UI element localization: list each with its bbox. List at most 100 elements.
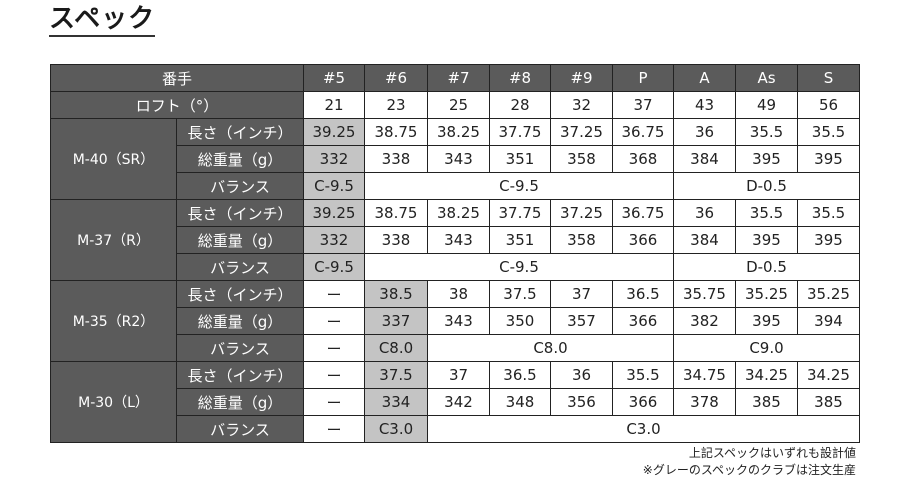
spec-cell: 38.25	[427, 118, 490, 146]
loft-cell: 21	[303, 91, 365, 119]
row-label: バランス	[176, 334, 304, 362]
club-header: #7	[427, 64, 490, 92]
spec-cell: 337	[364, 307, 428, 335]
spec-cell: ー	[303, 334, 365, 362]
spec-cell: 37.5	[489, 280, 551, 308]
spec-cell: 37.25	[550, 118, 613, 146]
row-label: バランス	[176, 253, 304, 281]
spec-cell: 38.75	[364, 199, 428, 227]
spec-cell: ー	[303, 415, 365, 443]
row-label: 総重量（g）	[176, 145, 304, 173]
loft-cell: 23	[364, 91, 428, 119]
spec-cell: 35.5	[797, 118, 860, 146]
spec-cell: 348	[489, 388, 551, 416]
spec-cell: 38.5	[364, 280, 428, 308]
spec-cell: 39.25	[303, 118, 365, 146]
spec-cell: 37	[427, 361, 490, 389]
spec-cell: C3.0	[364, 415, 428, 443]
spec-cell: 366	[612, 307, 674, 335]
spec-cell: 350	[489, 307, 551, 335]
spec-cell: 395	[735, 145, 798, 173]
loft-cell: 32	[550, 91, 613, 119]
spec-cell: 385	[735, 388, 798, 416]
spec-cell: C8.0	[364, 334, 428, 362]
row-label: バランス	[176, 172, 304, 200]
loft-cell: 28	[489, 91, 551, 119]
club-header: S	[797, 64, 860, 92]
spec-cell: 395	[797, 145, 860, 173]
spec-cell: 36.5	[489, 361, 551, 389]
spec-cell: ー	[303, 280, 365, 308]
header-row: 番手 #5 #6 #7 #8 #9 P A As S	[50, 64, 860, 92]
spec-cell: 357	[550, 307, 613, 335]
spec-cell: C8.0	[427, 334, 674, 362]
footnotes: 上記スペックはいずれも設計値 ※グレーのスペックのクラブは注文生産	[643, 445, 856, 479]
spec-cell: 37.75	[489, 118, 551, 146]
spec-cell: 343	[427, 226, 490, 254]
spec-row: M-40（SR） 長さ（インチ） 39.25 38.75 38.25 37.75 37.25…	[50, 118, 860, 200]
spec-cell: 38	[427, 280, 490, 308]
spec-row: M-30（L） 長さ（インチ）ー 37.5 37 36.5 36 35.5 34.75 34.2…	[50, 361, 860, 443]
note-design-values: 上記スペックはいずれも設計値	[688, 446, 856, 460]
model-label: M-37（R）	[50, 199, 177, 281]
spec-cell: C-9.5	[364, 172, 674, 200]
spec-cell: 382	[673, 307, 736, 335]
row-label: 長さ（インチ）	[176, 280, 304, 308]
row-label: 長さ（インチ）	[176, 199, 304, 227]
row-label: 総重量（g）	[176, 307, 304, 335]
spec-row: バランスー C3.0 C3.0	[51, 415, 860, 443]
club-header: #5	[303, 64, 365, 92]
spec-cell: 342	[427, 388, 490, 416]
spec-cell: 334	[364, 388, 428, 416]
loft-cell: 49	[735, 91, 798, 119]
spec-cell: 332	[303, 226, 365, 254]
model-label: M-30（L）	[50, 361, 177, 443]
row-label: 長さ（インチ）	[176, 118, 304, 146]
spec-cell: 35.5	[735, 199, 798, 227]
club-header: P	[612, 64, 674, 92]
spec-cell: 37	[550, 280, 613, 308]
spec-cell: 36	[550, 361, 613, 389]
spec-cell: 35.5	[612, 361, 674, 389]
spec-cell: 395	[735, 226, 798, 254]
spec-cell: 35.25	[797, 280, 860, 308]
club-header: #6	[364, 64, 428, 92]
spec-cell: 36.75	[612, 118, 674, 146]
spec-cell: 338	[364, 226, 428, 254]
spec-cell: D-0.5	[673, 253, 860, 281]
spec-cell: C3.0	[427, 415, 860, 443]
spec-cell: 358	[550, 226, 613, 254]
spec-row: 総重量（g） 332 338 343 351 358 366 384 395 395	[51, 226, 860, 254]
spec-cell: 351	[489, 145, 551, 173]
page-title: スペック	[49, 4, 156, 37]
spec-cell: 38.25	[427, 199, 490, 227]
spec-cell: 38.75	[364, 118, 428, 146]
spec-cell: 36	[673, 118, 736, 146]
spec-cell: 395	[797, 226, 860, 254]
spec-cell: 343	[427, 145, 490, 173]
spec-table: 番手 #5 #6 #7 #8 #9 P A As S ロフト（°） 21 23 25 28 32 37 43 49 5…	[50, 64, 860, 443]
model-label: M-40（SR）	[50, 118, 177, 200]
club-header: A	[673, 64, 736, 92]
spec-cell: 394	[797, 307, 860, 335]
spec-cell: 395	[735, 307, 798, 335]
spec-row: M-37（R） 長さ（インチ） 39.25 38.75 38.25 37.75 37.25 3…	[50, 199, 860, 281]
model-label: M-35（R2）	[50, 280, 177, 362]
spec-row: M-35（R2） 長さ（インチ）ー 38.5 38 37.5 37 36.5 35.75 35.…	[50, 280, 860, 362]
row-label: 長さ（インチ）	[176, 361, 304, 389]
loft-cell: 56	[797, 91, 860, 119]
spec-cell: 35.25	[735, 280, 798, 308]
spec-cell: 35.75	[673, 280, 736, 308]
row-label: 総重量（g）	[176, 226, 304, 254]
spec-cell: 332	[303, 145, 365, 173]
spec-cell: 36	[673, 199, 736, 227]
loft-label: ロフト（°）	[50, 91, 304, 119]
spec-row: バランス C-9.5 C-9.5 D-0.5	[51, 253, 860, 281]
spec-cell: 366	[612, 226, 674, 254]
spec-cell: 36.5	[612, 280, 674, 308]
spec-cell: 368	[612, 145, 674, 173]
club-header: #9	[550, 64, 613, 92]
loft-cell: 43	[673, 91, 736, 119]
club-header: As	[735, 64, 798, 92]
spec-cell: ー	[303, 361, 365, 389]
